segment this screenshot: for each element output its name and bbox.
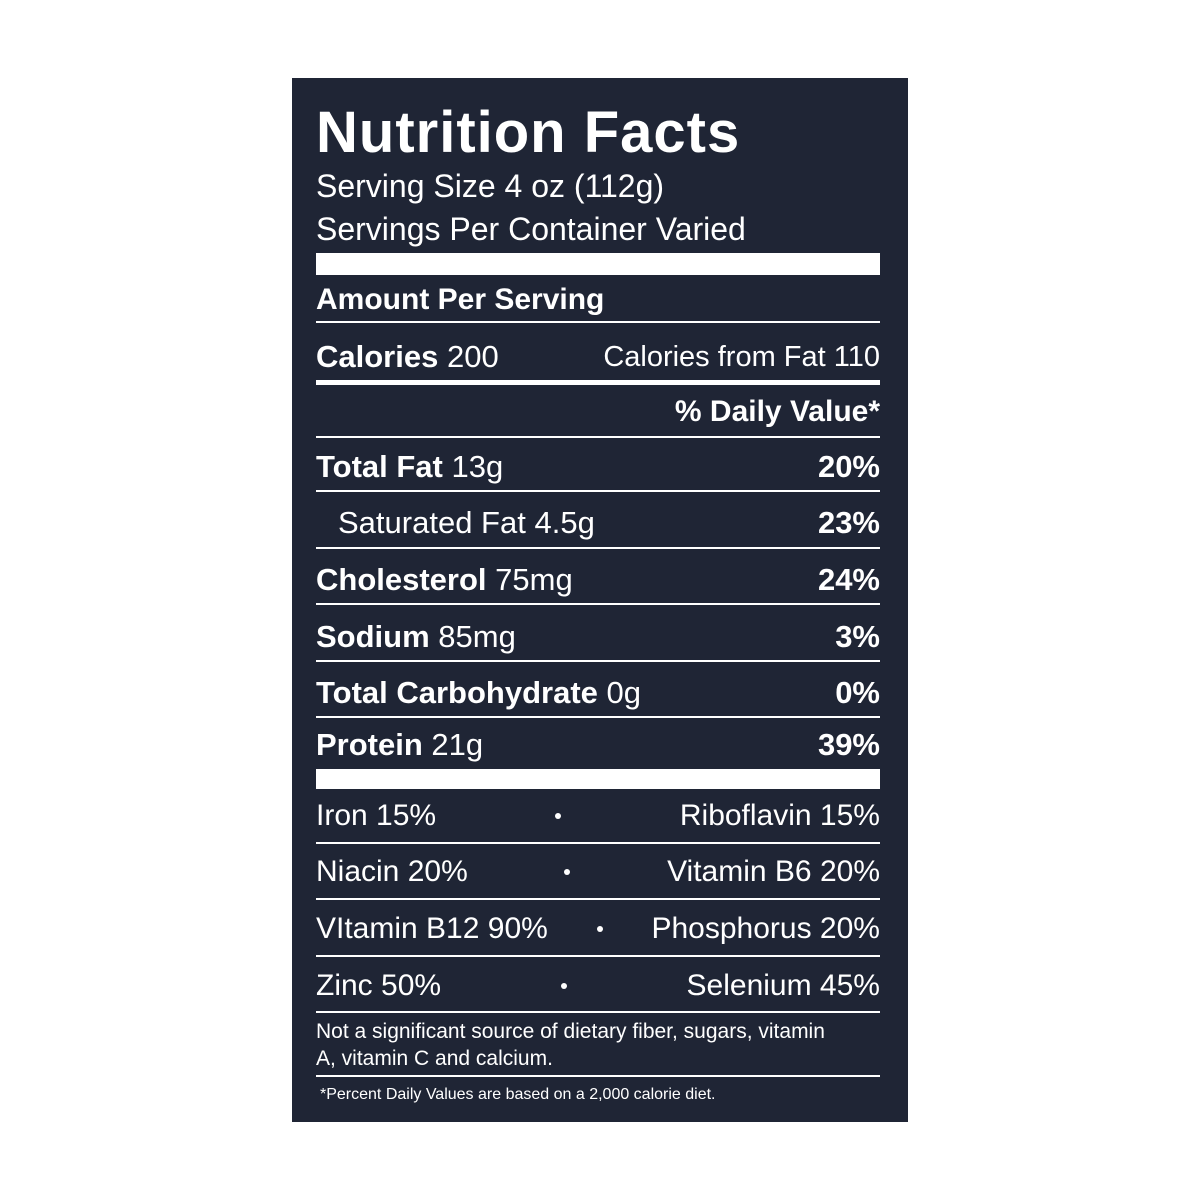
separator xyxy=(564,869,571,875)
vitamin: Selenium 45% xyxy=(686,969,880,1002)
nutrient-row: Total Fat 13g 20% xyxy=(316,447,880,487)
footnote: Not a significant source of dietary fibe… xyxy=(316,1020,825,1070)
vitamin-row: VItamin B12 90% Phosphorus 20% xyxy=(316,909,880,949)
nutrient-dv: 3% xyxy=(835,619,880,654)
vitamin: Zinc 50% xyxy=(316,969,442,1002)
separator xyxy=(596,926,603,932)
rule xyxy=(316,1011,880,1013)
separator xyxy=(560,983,567,989)
title: Nutrition Facts xyxy=(316,100,741,165)
rule xyxy=(316,603,880,605)
nutrient-label: Cholesterol xyxy=(316,562,487,597)
nutrient-dv: 0% xyxy=(835,675,880,710)
nutrient-dv: 23% xyxy=(817,505,880,540)
nutrient-amount: 85mg xyxy=(438,619,516,654)
nutrient-row: Total Carbohydrate 0g 0% xyxy=(316,673,880,713)
nutrient-dv: 39% xyxy=(817,727,880,762)
nutrient-amount: 21g xyxy=(431,727,484,762)
vitamin: Iron 15% xyxy=(316,799,437,832)
rule xyxy=(316,436,880,438)
nutrient-amount: 13g xyxy=(451,449,504,484)
daily-value-header: % Daily Value* xyxy=(674,395,880,428)
nutrient-dv: 24% xyxy=(817,562,880,597)
nutrient-dv: 20% xyxy=(817,449,880,484)
label-panel xyxy=(292,78,908,1122)
calories-row: Calories 200 Calories from Fat 110 xyxy=(316,337,880,377)
vitamin: Vitamin B6 20% xyxy=(667,855,880,888)
rule xyxy=(316,380,880,385)
vitamin-row: Niacin 20% Vitamin B6 20% xyxy=(316,852,880,892)
rule xyxy=(316,1075,880,1077)
nutrient-row: Protein 21g 39% xyxy=(316,725,880,765)
footnote: *Percent Daily Values are based on a 2,0… xyxy=(320,1086,716,1103)
nutrient-label: Protein xyxy=(316,727,423,762)
rule xyxy=(316,955,880,957)
vitamin-row: Zinc 50% Selenium 45% xyxy=(316,966,880,1006)
servings-per-container: Servings Per Container Varied xyxy=(316,211,746,247)
vitamin: Riboflavin 15% xyxy=(679,799,880,832)
nutrient-row: Saturated Fat 4.5g 23% xyxy=(316,503,880,543)
rule xyxy=(316,321,880,323)
nutrient-label: Total Carbohydrate xyxy=(316,675,598,710)
rule xyxy=(316,716,880,718)
nutrient-label: Sodium xyxy=(316,619,430,654)
nutrient-amount: 4.5g xyxy=(534,505,595,540)
amount-per-serving: Amount Per Serving xyxy=(316,283,605,316)
nutrient-label: Total Fat xyxy=(316,449,443,484)
vitamin-row: Iron 15% Riboflavin 15% xyxy=(316,796,880,836)
vitamin: VItamin B12 90% xyxy=(316,912,548,945)
thick-rule xyxy=(316,769,880,789)
vitamin: Niacin 20% xyxy=(316,855,468,888)
calories-label: Calories xyxy=(316,339,439,374)
nutrient-label: Saturated Fat xyxy=(338,505,526,540)
serving-size: Serving Size 4 oz (112g) xyxy=(316,168,665,204)
nutrient-amount: 75mg xyxy=(495,562,573,597)
nutrient-row: Cholesterol 75mg 24% xyxy=(316,560,880,600)
rule xyxy=(316,842,880,844)
thick-rule xyxy=(316,253,880,275)
separator xyxy=(554,813,561,819)
nutrient-row: Sodium 85mg 3% xyxy=(316,617,880,657)
vitamin: Phosphorus 20% xyxy=(651,912,880,945)
calories-value: 200 xyxy=(446,339,499,374)
calories: Calories 200 xyxy=(316,339,499,375)
rule xyxy=(316,898,880,900)
rule xyxy=(316,660,880,662)
rule xyxy=(316,490,880,492)
nutrient-amount: 0g xyxy=(606,675,642,710)
rule xyxy=(316,547,880,549)
calories-from-fat: Calories from Fat 110 xyxy=(603,340,880,373)
